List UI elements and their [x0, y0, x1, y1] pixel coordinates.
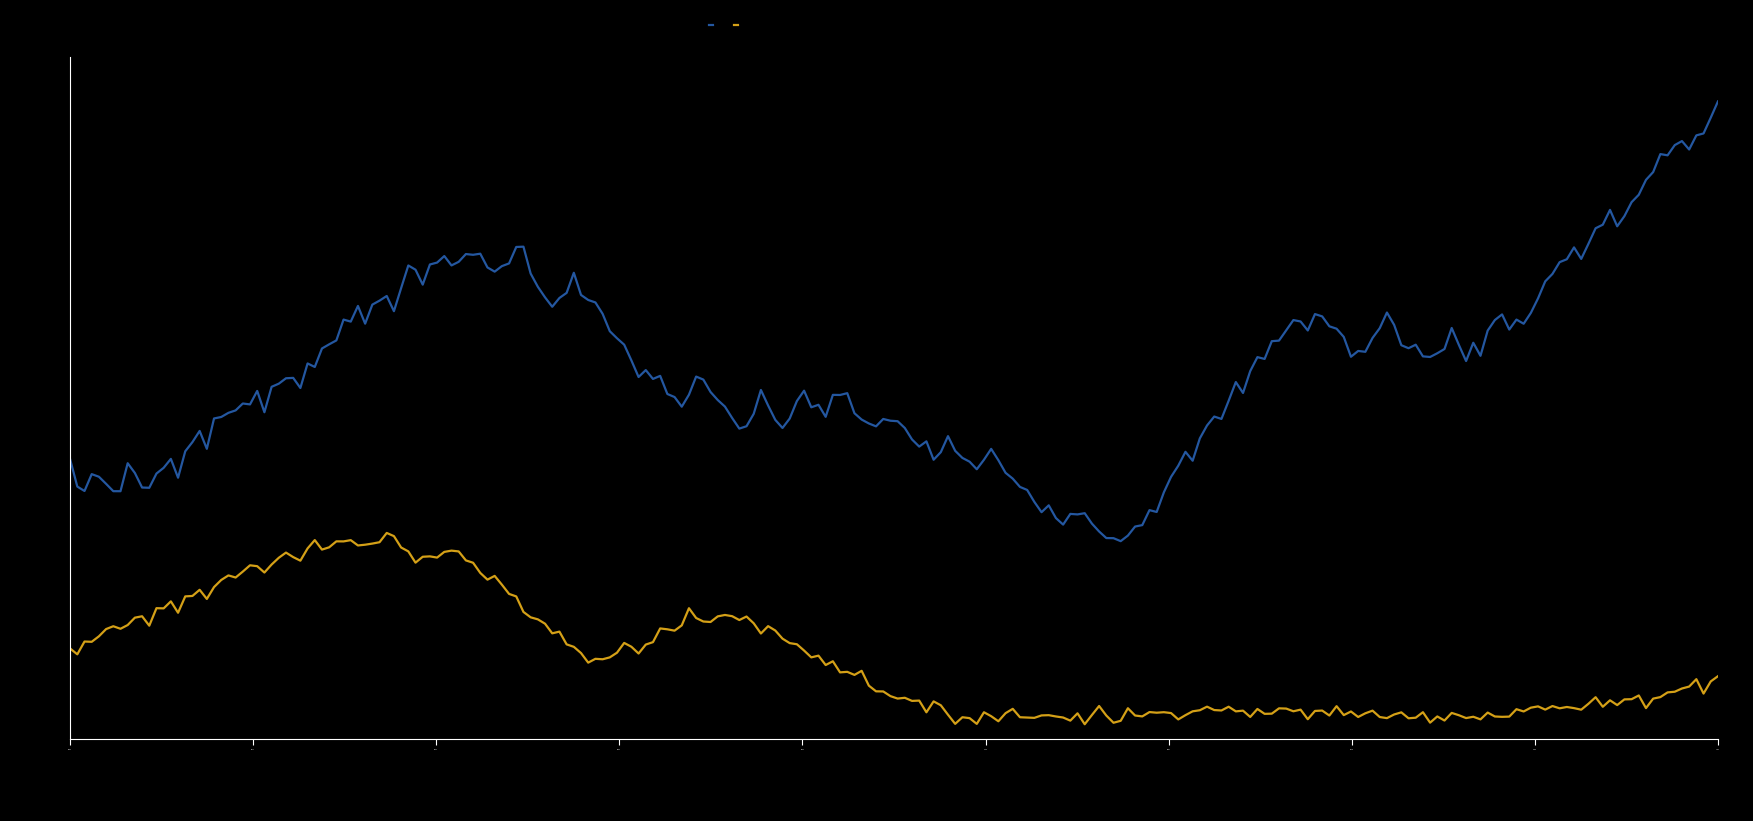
MSCI EM Growth — [60, 454, 81, 464]
MSCI EM Growth — [1700, 112, 1721, 122]
MSCI EM Growth — [621, 355, 642, 365]
MSCI EM Value — [1376, 713, 1397, 723]
Legend: MSCI EM Growth, MSCI EM Value: MSCI EM Growth, MSCI EM Value — [708, 24, 750, 25]
MSCI EM Value — [1599, 695, 1620, 705]
MSCI EM Value — [628, 649, 649, 658]
Line: MSCI EM Value: MSCI EM Value — [70, 533, 1718, 724]
MSCI EM Growth — [361, 300, 382, 310]
MSCI EM Growth — [1592, 220, 1613, 230]
MSCI EM Value — [361, 539, 382, 548]
MSCI EM Growth — [1369, 323, 1390, 333]
Line: MSCI EM Growth: MSCI EM Growth — [70, 102, 1718, 541]
MSCI EM Value — [1413, 707, 1434, 717]
MSCI EM Value — [1707, 672, 1728, 681]
MSCI EM Value — [1075, 719, 1096, 729]
MSCI EM Growth — [1707, 97, 1728, 107]
MSCI EM Value — [377, 528, 398, 538]
MSCI EM Growth — [1110, 536, 1131, 546]
MSCI EM Growth — [1406, 340, 1427, 350]
MSCI EM Value — [60, 644, 81, 654]
MSCI EM Value — [1325, 701, 1346, 711]
